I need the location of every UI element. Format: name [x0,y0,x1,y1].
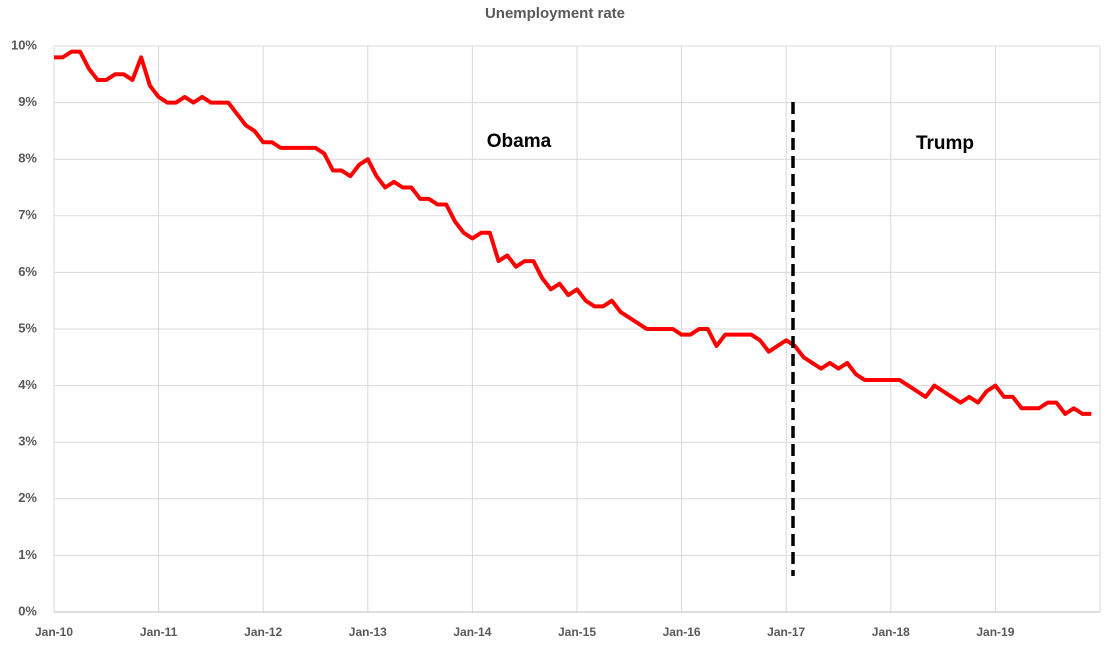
annotation: Trump [916,133,974,154]
x-tick-label: Jan-12 [244,625,282,639]
y-tick-label: 10% [11,37,37,52]
x-tick-label: Jan-13 [349,625,387,639]
x-tick-label: Jan-15 [558,625,596,639]
y-tick-label: 6% [18,264,37,279]
y-tick-label: 9% [18,94,37,109]
y-tick-label: 2% [18,490,37,505]
x-tick-label: Jan-10 [35,625,73,639]
y-tick-label: 1% [18,547,37,562]
data-line [54,49,1092,416]
y-tick-label: 8% [18,151,37,166]
annotation: Obama [487,131,552,152]
y-tick-label: 0% [18,603,37,618]
x-tick-label: Jan-11 [140,625,178,639]
chart-title: Unemployment rate [485,5,625,22]
x-tick-label: Jan-17 [767,625,805,639]
x-tick-label: Jan-18 [872,625,910,639]
y-tick-label: 3% [18,434,37,449]
x-tick-label: Jan-14 [453,625,491,639]
y-tick-label: 5% [18,320,37,335]
x-tick-label: Jan-19 [976,625,1014,639]
y-tick-label: 7% [18,207,37,222]
x-tick-label: Jan-16 [663,625,701,639]
y-tick-label: 4% [18,377,37,392]
